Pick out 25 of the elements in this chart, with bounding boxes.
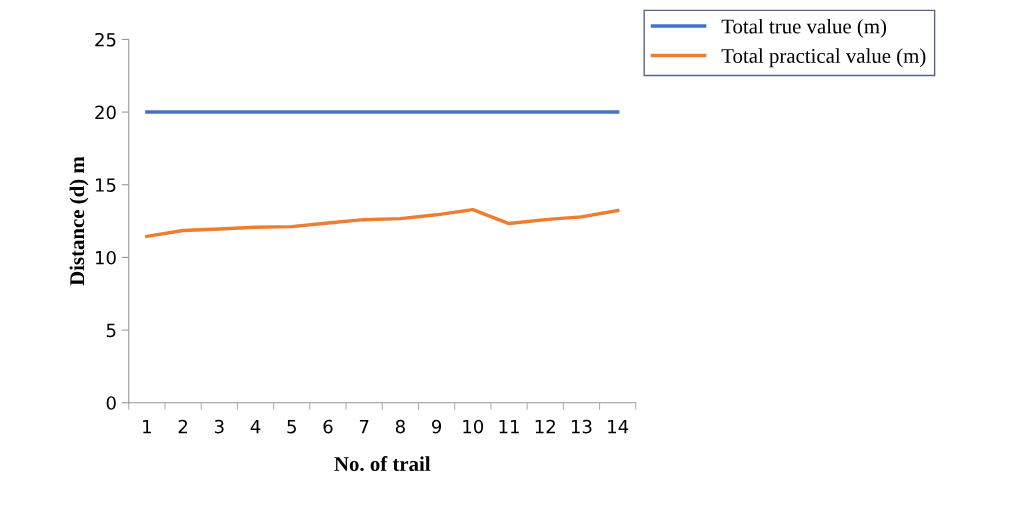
x-tick-label: 7: [359, 419, 369, 434]
x-tick-label: 12: [535, 419, 555, 434]
x-tick-label: 6: [323, 419, 333, 434]
y-tick-label: 5: [106, 323, 116, 338]
x-tick-label: 1: [143, 419, 151, 434]
y-tick-label: 0: [106, 396, 116, 410]
x-tick-label: 13: [571, 419, 592, 434]
x-tick-label: 4: [250, 419, 261, 434]
x-tick-label: 3: [214, 419, 224, 434]
x-tick-label: 11: [499, 419, 519, 434]
x-tick-label: 9: [431, 419, 442, 434]
line-series: [145, 207, 620, 239]
x-tick-label: 14: [608, 419, 629, 434]
legend-label: Total practical value (m): [721, 48, 926, 68]
x-tick-label: 8: [395, 419, 405, 434]
y-tick-label: 10: [95, 250, 116, 265]
x-tick-label: 2: [178, 419, 188, 434]
y-tick-label: 15: [95, 178, 116, 192]
legend-label: Total true value (m): [721, 18, 887, 38]
x-tick-label: 5: [287, 419, 296, 434]
y-axis-title: Distance (d) m: [69, 156, 89, 286]
x-axis-title: No. of trail: [334, 456, 431, 472]
x-tick-label: 10: [463, 419, 484, 434]
y-tick-label: 25: [95, 32, 116, 47]
y-tick-label: 20: [95, 105, 116, 120]
